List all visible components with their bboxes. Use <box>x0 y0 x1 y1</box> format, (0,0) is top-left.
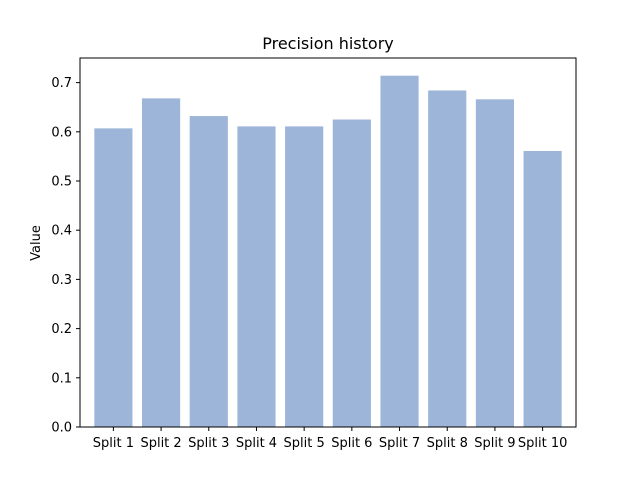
x-tick-label: Split 5 <box>284 436 325 451</box>
x-axis: Split 1 Split 2 Split 3 Split 4 Split 5 Split… <box>93 427 568 451</box>
bar-1 <box>94 128 133 427</box>
x-tick-label: Split 6 <box>331 436 372 451</box>
bar-9 <box>475 99 514 427</box>
x-tick-label: Split 2 <box>140 436 181 451</box>
bar-10 <box>523 150 562 427</box>
x-tick-label: Split 7 <box>379 436 420 451</box>
y-tick-label: 0.5 <box>51 175 72 190</box>
y-tick-label: 0.7 <box>51 76 72 91</box>
bar-7 <box>380 75 419 427</box>
x-tick-label: Split 10 <box>518 436 568 451</box>
bar-8 <box>428 90 467 428</box>
x-tick-label: Split 9 <box>474 436 515 451</box>
chart-title: Precision history <box>262 34 394 53</box>
y-tick-label: 0.2 <box>51 322 72 337</box>
x-tick-label: Split 8 <box>427 436 468 451</box>
bar-4 <box>237 126 276 427</box>
y-tick-label: 0.3 <box>51 273 72 288</box>
bar-5 <box>285 126 324 427</box>
y-axis: 0.0 0.1 0.2 0.3 0.4 0.5 0.6 0.7 <box>51 76 80 436</box>
y-tick-label: 0.1 <box>51 371 72 386</box>
y-tick-label: 0.0 <box>51 421 72 436</box>
x-tick-label: Split 3 <box>188 436 229 451</box>
y-tick-label: 0.6 <box>51 125 72 140</box>
y-axis-label: Value <box>29 225 44 261</box>
bars-layer <box>94 75 562 428</box>
bar-2 <box>142 98 181 428</box>
x-tick-label: Split 4 <box>236 436 277 451</box>
bar-3 <box>189 116 228 427</box>
bar-6 <box>332 119 371 427</box>
y-tick-label: 0.4 <box>51 224 72 239</box>
x-tick-label: Split 1 <box>93 436 134 451</box>
plot-frame <box>79 57 577 428</box>
